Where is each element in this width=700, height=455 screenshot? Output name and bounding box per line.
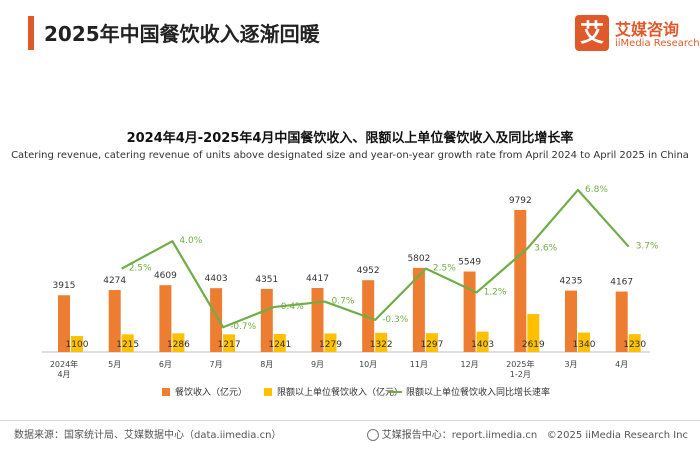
- data-label-catering: 4235: [560, 277, 583, 287]
- x-tick-label: 12月: [461, 360, 479, 369]
- bar-catering-revenue: [210, 288, 223, 352]
- logo-name-cn: 艾媒咨询: [615, 20, 680, 39]
- copyright: ©2025 iiMedia Research Inc: [546, 430, 688, 441]
- data-label-above-size: 1297: [420, 340, 443, 350]
- report-center-icon: [366, 429, 379, 441]
- bar-above-size-revenue: [425, 333, 438, 352]
- logo-mark: 艾: [575, 15, 609, 51]
- x-tick-label: 1-2月: [510, 370, 531, 379]
- legend-label-growth: 限额以上单位餐饮收入同比增长速率: [406, 386, 550, 398]
- chart-title: 2024年4月-2025年4月中国餐饮收入、限额以上单位餐饮收入及同比增长率: [126, 131, 574, 146]
- bar-catering-revenue: [108, 290, 121, 352]
- data-label-above-size: 1340: [573, 340, 596, 350]
- x-tick-label: 9月: [311, 360, 324, 369]
- data-label-growth: 3.6%: [534, 244, 557, 254]
- data-label-catering: 4167: [610, 278, 633, 288]
- bar-above-size-revenue: [324, 333, 337, 352]
- legend-label-catering: 餐饮收入（亿元）: [175, 386, 247, 398]
- bar-catering-revenue: [311, 287, 324, 352]
- legend-swatch-catering: [162, 388, 170, 396]
- bar-catering-revenue: [412, 267, 425, 352]
- footer-divider: [0, 420, 700, 421]
- data-label-catering: 9792: [509, 196, 532, 206]
- data-label-above-size: 1215: [116, 340, 139, 350]
- bar-above-size-revenue: [121, 334, 134, 352]
- data-label-above-size: 1230: [623, 340, 646, 350]
- x-tick-label: 2025年: [506, 359, 534, 369]
- x-tick-label: 3月: [564, 360, 577, 369]
- data-label-growth: 0.7%: [332, 297, 355, 307]
- data-label-growth: 0.4%: [281, 302, 304, 312]
- data-label-growth: 4.0%: [179, 236, 202, 246]
- legend-label-above-size: 限额以上单位餐饮收入（亿元）: [277, 386, 403, 398]
- data-label-catering: 4609: [154, 271, 177, 281]
- x-tick-label: 4月: [57, 370, 70, 379]
- data-label-catering: 5549: [458, 258, 481, 268]
- data-label-growth: -0.7%: [230, 322, 257, 332]
- data-label-above-size: 2619: [522, 340, 545, 350]
- bar-above-size-revenue: [273, 334, 286, 352]
- x-tick-label: 7月: [210, 360, 223, 369]
- data-label-above-size: 1100: [66, 340, 89, 350]
- data-label-catering: 5802: [407, 254, 430, 264]
- data-label-catering: 4403: [205, 274, 228, 284]
- bar-above-size-revenue: [375, 332, 388, 352]
- bar-catering-revenue: [260, 288, 273, 352]
- report-center-link[interactable]: 艾媒报告中心：report.iimedia.cn: [381, 430, 538, 441]
- growth-rate-line: [121, 188, 630, 329]
- data-label-above-size: 1217: [218, 340, 241, 350]
- data-label-growth: 6.8%: [585, 185, 608, 195]
- data-label-catering: 4417: [306, 274, 329, 284]
- x-tick-label: 10月: [359, 360, 377, 369]
- bar-above-size-revenue: [628, 334, 641, 352]
- bar-catering-revenue: [362, 280, 375, 352]
- bar-above-size-revenue: [527, 314, 540, 352]
- x-tick-label: 2024年: [50, 359, 78, 369]
- data-label-catering: 3915: [53, 281, 76, 291]
- x-tick-label: 5月: [108, 360, 121, 369]
- bar-above-size-revenue: [476, 331, 489, 352]
- chart-subtitle: Catering revenue, catering revenue of un…: [11, 150, 689, 161]
- data-label-growth: -0.3%: [382, 315, 409, 325]
- logo-name-en: iiMedia Research: [615, 38, 700, 49]
- data-label-growth: 1.2%: [484, 287, 507, 297]
- bar-above-size-revenue: [223, 334, 236, 352]
- data-label-above-size: 1286: [167, 340, 190, 350]
- data-label-above-size: 1403: [471, 340, 494, 350]
- legend-swatch-above-size: [264, 388, 272, 396]
- bar-catering-revenue: [514, 210, 527, 352]
- x-tick-label: 11月: [410, 360, 428, 369]
- title-accent-bar: [28, 16, 34, 50]
- data-label-growth: 2.5%: [433, 264, 456, 274]
- footer-right: 艾媒报告中心：report.iimedia.cn ©2025 iiMedia R…: [366, 426, 688, 441]
- x-tick-label: 4月: [615, 360, 628, 369]
- bar-catering-revenue: [159, 285, 172, 352]
- x-tick-label: 6月: [159, 360, 172, 369]
- data-label-above-size: 1322: [370, 340, 393, 350]
- bar-catering-revenue: [565, 290, 577, 352]
- bar-catering-revenue: [58, 295, 70, 352]
- bar-catering-revenue: [615, 291, 628, 352]
- data-label-catering: 4952: [357, 266, 380, 276]
- bar-above-size-revenue: [71, 336, 83, 352]
- data-source: 数据来源：国家统计局、艾媒数据中心（data.iimedia.cn）: [14, 430, 282, 441]
- data-label-catering: 4351: [255, 275, 278, 285]
- combo-chart: 391511002024年4月427412155月460912866月44031…: [42, 185, 659, 398]
- bar-above-size-revenue: [172, 333, 185, 352]
- page-title: 2025年中国餐饮收入逐渐回暖: [44, 22, 320, 46]
- data-label-above-size: 1279: [319, 340, 342, 350]
- bar-above-size-revenue: [578, 332, 590, 352]
- data-label-growth: 2.5%: [129, 264, 152, 274]
- data-label-growth: 3.7%: [636, 242, 659, 252]
- x-tick-label: 8月: [260, 360, 273, 369]
- iimedia-logo: 艾 艾媒咨询 iiMedia Research: [575, 15, 700, 55]
- data-label-above-size: 1241: [268, 340, 291, 350]
- data-label-catering: 4274: [103, 276, 126, 286]
